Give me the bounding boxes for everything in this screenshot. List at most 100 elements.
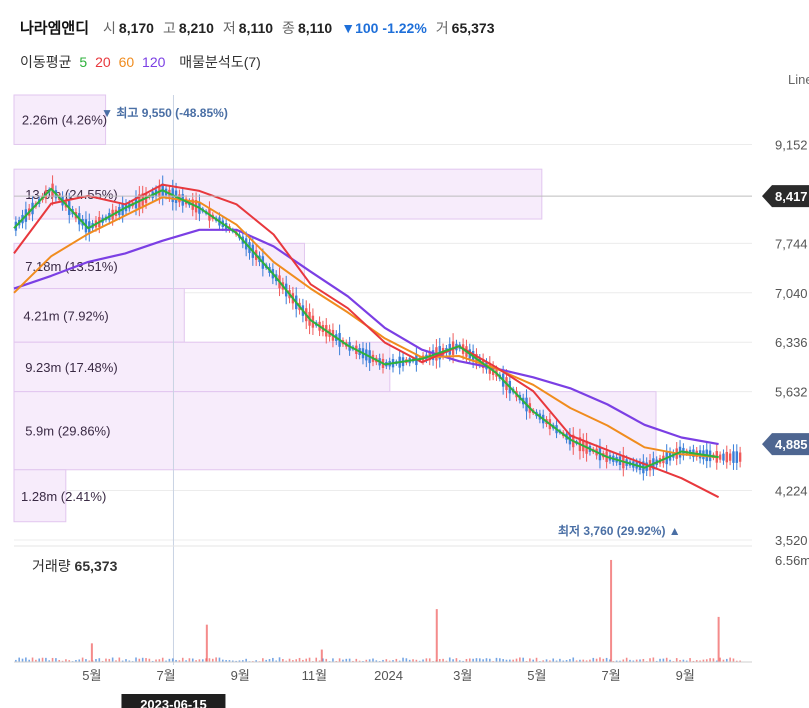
volume-bar <box>495 657 498 662</box>
volume-bar <box>632 660 635 662</box>
volume-profile-bar <box>13 94 107 145</box>
volume-bar <box>135 657 137 662</box>
volume-bar <box>422 659 424 662</box>
volume-bar <box>659 658 661 662</box>
chart-type-toggle[interactable]: Line <box>788 72 809 87</box>
volume-value: 65,373 <box>451 20 495 36</box>
volume-bar <box>562 660 565 662</box>
volume-spike-bar <box>90 643 93 662</box>
ma60-legend[interactable]: 60 <box>118 54 135 70</box>
volume-bar <box>575 660 578 662</box>
volume-bar <box>585 660 588 662</box>
volume-bar <box>188 658 191 662</box>
volume-bar <box>295 659 298 662</box>
volume-label: 거 <box>435 20 449 36</box>
ma-label[interactable]: 이동평균 <box>20 54 72 70</box>
volume-bar <box>185 660 187 662</box>
ma120-line <box>13 228 719 446</box>
volume-bar <box>348 658 351 662</box>
volume-bar <box>342 659 344 662</box>
volume-bar <box>178 660 181 662</box>
volume-bar <box>95 659 97 662</box>
volume-bar <box>592 657 595 662</box>
volume-bar <box>712 658 715 662</box>
price-tick-label: 3,520 <box>775 533 808 548</box>
volume-bar <box>232 660 234 662</box>
high-value: 8,210 <box>178 20 214 36</box>
ma20-legend[interactable]: 20 <box>95 54 111 70</box>
ma5-line <box>13 187 719 469</box>
volume-bar <box>535 657 538 662</box>
volume-bar <box>245 658 247 662</box>
volume-bar <box>729 657 731 662</box>
volume-bar <box>45 657 47 662</box>
stock-name[interactable]: 나라엠앤디 <box>20 20 90 37</box>
volume-bar <box>465 658 468 662</box>
volume-pane-value: 65,373 <box>75 558 118 574</box>
volume-bar <box>211 658 214 662</box>
volume-bar <box>609 659 611 662</box>
volume-profile-legend[interactable]: 매물분석도(7) <box>179 54 261 70</box>
low-value: 8,110 <box>238 20 274 36</box>
candle-body <box>728 453 732 461</box>
volume-bar <box>221 659 224 662</box>
volume-bar <box>265 659 267 662</box>
volume-bar <box>35 659 37 662</box>
volume-bar <box>375 660 378 662</box>
volume-bar <box>155 659 157 662</box>
volume-bar <box>395 658 398 662</box>
volume-bar <box>425 658 428 662</box>
volume-spike-bar <box>610 559 613 662</box>
volume-bar <box>725 658 728 662</box>
volume-profile-bar <box>13 168 543 220</box>
volume-bar <box>65 659 67 662</box>
volume-bar <box>208 658 211 662</box>
ma5-legend[interactable]: 5 <box>79 54 88 70</box>
volume-bar <box>635 659 638 662</box>
volume-bar <box>589 659 591 662</box>
volume-bar <box>268 659 271 662</box>
x-tick-label: 11월 <box>302 668 327 683</box>
ma120-legend[interactable]: 120 <box>142 54 166 70</box>
volume-bar <box>332 658 334 662</box>
volume-bar <box>472 658 474 662</box>
price-tick-label: 6,336 <box>775 335 808 350</box>
volume-bar <box>715 660 718 662</box>
volume-bar <box>358 660 361 662</box>
price-tick-label: 4,224 <box>775 484 808 499</box>
volume-bar <box>38 658 41 662</box>
last-price-tag <box>762 433 809 456</box>
volume-bar <box>125 659 127 662</box>
volume-bar <box>161 657 164 662</box>
volume-bar <box>98 658 101 662</box>
volume-bar <box>552 658 555 662</box>
volume-bar <box>512 659 514 662</box>
close-label: 종 <box>282 20 295 36</box>
volume-bar <box>325 658 328 662</box>
volume-bar <box>675 658 678 662</box>
volume-bar <box>128 660 131 662</box>
volume-bar <box>695 660 698 662</box>
volume-spike-bar <box>205 624 208 662</box>
volume-bar <box>318 660 321 662</box>
volume-bar <box>639 659 641 662</box>
volume-bar <box>502 659 504 662</box>
volume-bar <box>308 657 311 662</box>
volume-bar <box>682 659 685 662</box>
volume-bar <box>145 658 147 662</box>
volume-bar <box>51 657 54 662</box>
volume-profile-label: 1.28m (2.41%) <box>21 489 106 504</box>
x-tick-label: 3월 <box>453 668 472 683</box>
volume-bar <box>61 660 64 662</box>
current-price-label: 8,417 <box>775 189 808 204</box>
volume-bar <box>405 658 408 662</box>
volume-bar <box>622 659 625 662</box>
volume-bar <box>228 660 231 662</box>
volume-bar <box>285 660 288 662</box>
volume-bar <box>599 657 601 662</box>
volume-bar <box>198 659 201 662</box>
indicator-legend: 이동평균 5 20 60 120 매물분석도(7) <box>20 52 265 72</box>
volume-profile-label: 9.23m (17.48%) <box>25 360 118 375</box>
volume-bar <box>158 659 161 662</box>
